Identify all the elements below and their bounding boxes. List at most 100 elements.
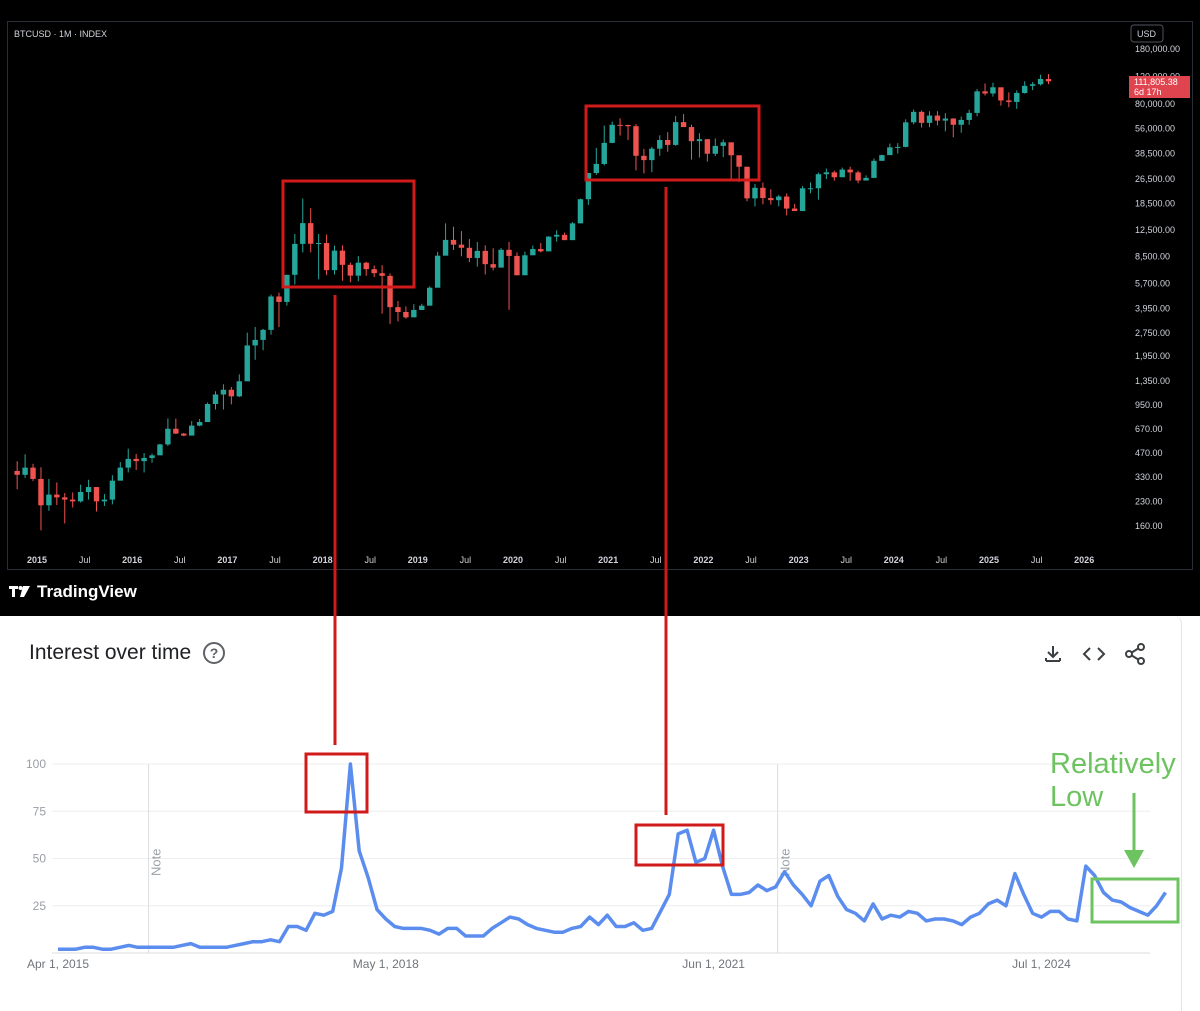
candle-body — [14, 470, 20, 475]
candle-body — [1006, 100, 1012, 102]
candle-body — [546, 236, 552, 252]
price-tick-label: 230.00 — [1135, 496, 1163, 506]
candle-body — [1022, 85, 1028, 93]
currency-button-label[interactable]: USD — [1137, 29, 1157, 39]
candle-body — [538, 249, 544, 252]
interest-series-line — [58, 762, 1167, 951]
candle-body — [498, 249, 504, 268]
candle-body — [419, 305, 425, 310]
time-tick-label: 2021 — [598, 555, 618, 565]
candle-body — [403, 311, 409, 318]
candle-body — [776, 196, 782, 201]
candle-body — [665, 139, 671, 145]
candle-body — [157, 444, 163, 456]
candle-body — [30, 467, 36, 479]
candle-body — [791, 208, 798, 212]
price-tick-label: 180,000.00 — [1135, 44, 1180, 54]
candle-body — [38, 478, 44, 506]
candle-body — [752, 187, 758, 199]
candle-body — [117, 467, 123, 481]
price-tick-label: 2,750.00 — [1135, 328, 1170, 338]
candle-body — [561, 234, 568, 241]
time-tick-label: Jul — [745, 555, 757, 565]
candle-body — [308, 223, 314, 244]
candle-body — [768, 198, 774, 201]
candle-body — [712, 145, 718, 154]
time-tick-label: 2019 — [408, 555, 428, 565]
candle-body — [260, 329, 266, 340]
candle-body — [903, 122, 909, 147]
candle-body — [46, 494, 52, 506]
help-circle-icon[interactable]: ? — [203, 642, 225, 664]
symbol-label: BTCUSD · 1M · INDEX — [14, 29, 107, 39]
candle-body — [315, 243, 322, 245]
candle-body — [181, 433, 187, 436]
price-tick-label: 56,000.00 — [1135, 123, 1175, 133]
candle-body — [363, 262, 369, 270]
share-icon[interactable] — [1123, 642, 1147, 666]
candle-body — [1029, 84, 1036, 86]
candle-body — [141, 457, 147, 462]
price-tick-label: 12,500.00 — [1135, 225, 1175, 235]
candle-body — [918, 111, 925, 123]
candle-body — [482, 250, 488, 265]
time-tick-label: 2025 — [979, 555, 999, 565]
candle-body — [657, 139, 663, 149]
interest-line-chart: 100 75 50 25 Note Note Apr 1, 2015 May 1, 201… — [26, 757, 1167, 971]
currency-button-bg[interactable] — [1130, 24, 1164, 43]
candle-body — [625, 124, 631, 127]
candle-body — [958, 119, 964, 125]
interest-x-axis: Apr 1, 2015 May 1, 2018 Jun 1, 2021 Jul 1, … — [27, 957, 1071, 971]
price-badge-countdown: 6d 17h — [1134, 87, 1162, 97]
candle-body — [339, 250, 346, 265]
candle-body — [371, 269, 377, 274]
embed-code-icon[interactable] — [1082, 642, 1106, 666]
price-tick-label: 18,500.00 — [1135, 198, 1175, 208]
chart-frame — [7, 21, 1193, 570]
candle-body — [720, 142, 726, 146]
candle-body — [934, 115, 941, 121]
candle-body — [807, 188, 814, 190]
interest-y-tick: 75 — [33, 804, 47, 818]
time-tick-label: 2016 — [122, 555, 142, 565]
candle-body — [149, 455, 155, 458]
tradingview-logo[interactable]: TradingView — [9, 582, 137, 602]
candle-body — [887, 147, 893, 156]
interest-y-tick: 50 — [33, 852, 47, 866]
candle-body — [863, 177, 869, 181]
candle-body — [577, 199, 584, 224]
note-label[interactable]: Note — [778, 849, 793, 876]
candle-body — [704, 139, 711, 154]
candle-body — [990, 87, 996, 94]
candle-body — [54, 494, 60, 498]
price-tick-label: 950.00 — [1135, 400, 1163, 410]
candle-body — [514, 255, 520, 276]
price-badge-bg — [1129, 76, 1190, 98]
candle-body — [189, 425, 195, 436]
note-markers: Note Note — [148, 764, 793, 953]
time-tick-label: 2024 — [884, 555, 904, 565]
interest-y-tick: 25 — [33, 899, 47, 913]
price-tick-label: 1,350.00 — [1135, 376, 1170, 386]
candle-body — [823, 172, 830, 175]
candle-body — [490, 264, 496, 268]
candle-body — [744, 166, 750, 199]
price-badge-value: 111,805.38 — [1134, 77, 1178, 87]
candle-body — [434, 255, 441, 288]
candle-body — [895, 146, 901, 148]
candle-body — [323, 243, 330, 271]
time-tick-label: 2017 — [217, 555, 237, 565]
time-tick-label: Jul — [174, 555, 186, 565]
time-tick-label: Jul — [269, 555, 281, 565]
candle-body — [387, 275, 393, 308]
note-label[interactable]: Note — [149, 849, 164, 876]
candle-body — [728, 142, 734, 156]
interest-x-tick: Apr 1, 2015 — [27, 957, 89, 971]
google-trends-panel: Interest over time ? 100 75 50 25 Note Note … — [0, 616, 1200, 1011]
currency-button[interactable]: USD — [1130, 24, 1164, 43]
price-tick-label: 1,950.00 — [1135, 351, 1170, 361]
candle-body — [22, 467, 28, 475]
download-icon[interactable] — [1041, 642, 1065, 666]
interest-title: Interest over time — [29, 641, 192, 664]
candle-body — [522, 255, 528, 276]
